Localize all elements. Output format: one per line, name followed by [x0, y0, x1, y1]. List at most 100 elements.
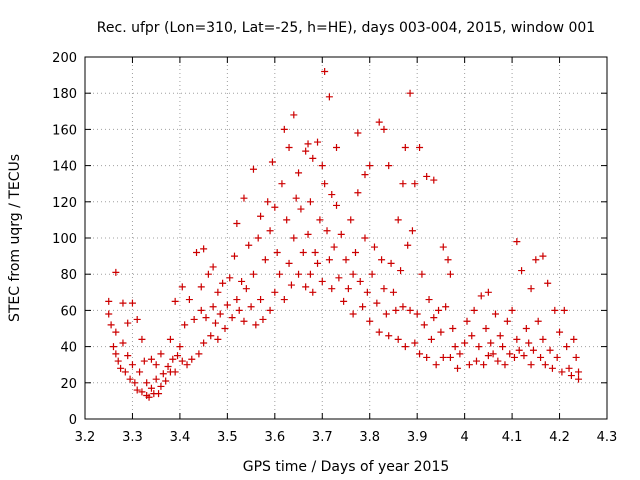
- data-point: [240, 317, 248, 325]
- data-point: [501, 361, 509, 369]
- data-point: [375, 328, 383, 336]
- data-point: [475, 343, 483, 351]
- data-point: [344, 285, 352, 293]
- data-point: [285, 259, 293, 267]
- data-point: [302, 147, 310, 155]
- data-point: [249, 270, 257, 278]
- data-point: [370, 243, 378, 251]
- x-tick-label: 3.8: [359, 430, 380, 445]
- data-point: [152, 361, 160, 369]
- data-point: [145, 393, 153, 401]
- data-point: [238, 277, 246, 285]
- data-point: [283, 216, 291, 224]
- data-point: [226, 274, 234, 282]
- y-axis-label: STEC from uqrg / TECUs: [7, 154, 23, 322]
- data-point: [295, 270, 303, 278]
- data-point: [276, 270, 284, 278]
- data-point: [188, 355, 196, 363]
- data-point: [484, 352, 492, 360]
- data-point: [513, 238, 521, 246]
- data-point: [354, 129, 362, 137]
- data-point: [484, 288, 492, 296]
- data-point: [140, 357, 148, 365]
- data-point: [373, 299, 381, 307]
- x-tick-label: 3.2: [75, 430, 96, 445]
- data-point: [385, 162, 393, 170]
- data-point: [567, 372, 575, 380]
- data-point: [259, 315, 267, 323]
- data-point: [416, 144, 424, 151]
- data-point: [297, 205, 305, 213]
- data-point: [575, 375, 583, 383]
- data-point: [212, 319, 219, 327]
- data-point: [532, 256, 540, 264]
- data-point: [560, 306, 568, 314]
- data-point: [136, 368, 144, 376]
- data-point: [316, 216, 324, 224]
- y-tick-label: 0: [69, 413, 77, 428]
- data-point: [178, 357, 186, 365]
- data-point: [503, 317, 511, 325]
- data-point: [112, 268, 120, 276]
- data-point: [413, 310, 421, 318]
- data-point: [449, 325, 457, 332]
- data-point: [183, 361, 191, 369]
- data-point: [124, 352, 132, 360]
- data-point: [233, 296, 241, 304]
- x-tick-label: 3.6: [264, 430, 285, 445]
- data-point: [399, 303, 407, 311]
- data-point: [233, 220, 241, 228]
- data-point: [349, 310, 357, 318]
- data-point: [394, 335, 402, 343]
- data-point: [112, 350, 120, 358]
- data-point: [491, 310, 499, 318]
- data-point: [304, 230, 312, 238]
- data-point: [506, 350, 514, 358]
- data-point: [147, 355, 155, 363]
- data-point: [138, 388, 146, 396]
- ticks-layer: [84, 56, 608, 420]
- data-point: [121, 368, 129, 376]
- x-tick-label: 4.2: [549, 430, 570, 445]
- data-point: [525, 339, 533, 347]
- data-point: [169, 355, 177, 363]
- data-point: [508, 306, 516, 314]
- data-point: [330, 243, 338, 251]
- data-point: [164, 363, 172, 371]
- data-point: [499, 343, 507, 351]
- grid-layer: [85, 57, 607, 419]
- data-point: [119, 339, 127, 347]
- data-point: [230, 252, 238, 260]
- data-point: [439, 353, 447, 361]
- data-point: [380, 285, 388, 293]
- data-point: [442, 303, 450, 311]
- x-tick-label: 3.5: [217, 430, 238, 445]
- data-point: [477, 292, 485, 300]
- data-point: [128, 361, 136, 369]
- data-point: [166, 335, 174, 343]
- y-tick-label: 100: [52, 232, 77, 247]
- data-point: [347, 216, 355, 224]
- data-point: [351, 248, 359, 256]
- data-point: [318, 162, 326, 170]
- data-point: [468, 332, 476, 340]
- data-point: [325, 256, 333, 264]
- data-point: [518, 267, 526, 275]
- data-point: [411, 180, 419, 188]
- data-point: [240, 194, 248, 202]
- data-point: [318, 277, 326, 285]
- data-point: [209, 303, 217, 311]
- data-point: [147, 384, 155, 392]
- data-point: [551, 306, 559, 314]
- data-point: [349, 270, 357, 278]
- data-point: [529, 346, 537, 354]
- data-point: [489, 350, 497, 358]
- x-tick-label: 3.3: [122, 430, 143, 445]
- data-point: [570, 335, 578, 343]
- data-point: [575, 368, 583, 376]
- data-point: [510, 353, 518, 361]
- data-point: [221, 325, 229, 332]
- data-point: [375, 118, 383, 126]
- data-point: [304, 140, 312, 148]
- x-tick-label: 3.7: [312, 430, 333, 445]
